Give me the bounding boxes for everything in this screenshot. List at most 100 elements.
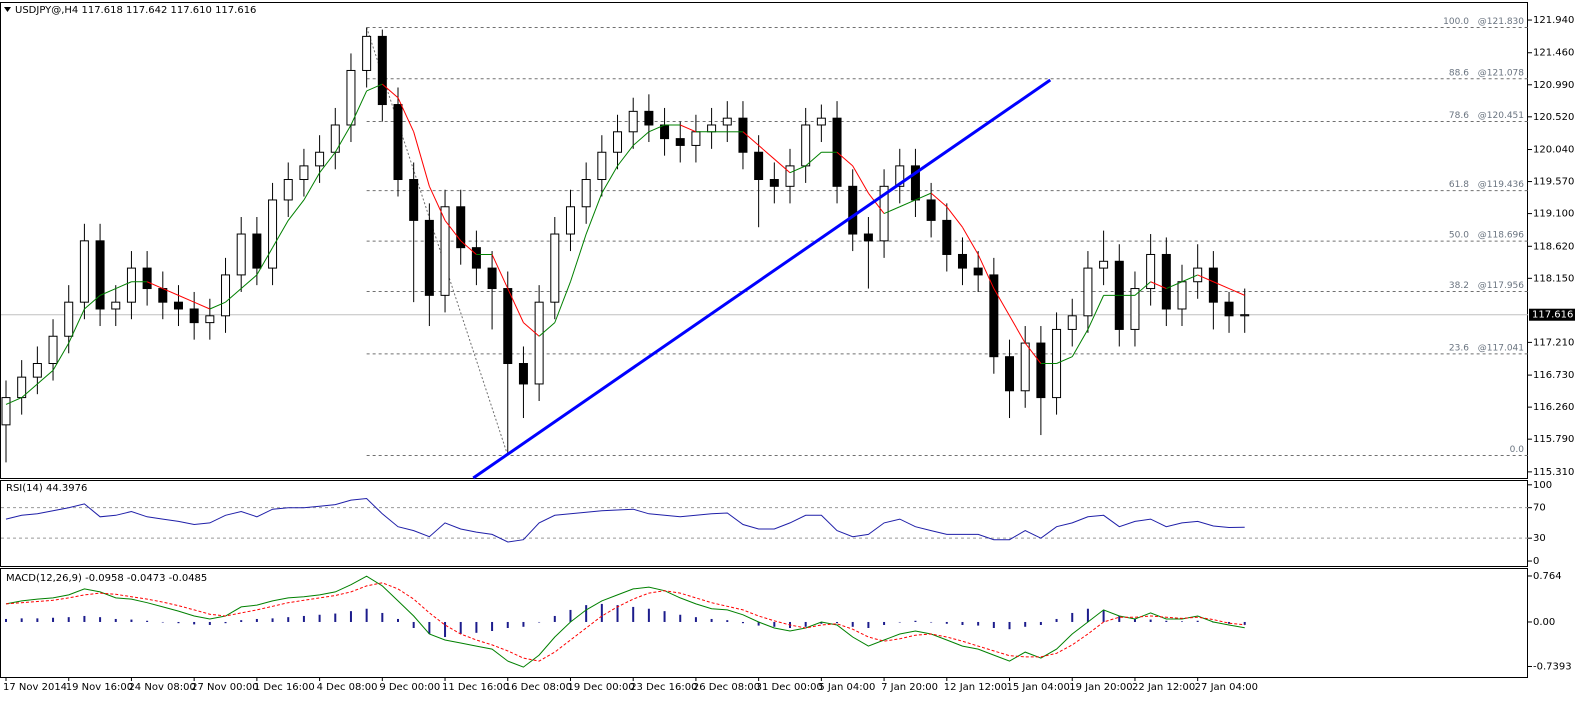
moving-average (915, 192, 932, 201)
candle-body (393, 104, 403, 181)
moving-average (178, 294, 195, 303)
macd-bar (1118, 615, 1121, 622)
macd-bar (977, 621, 980, 626)
macd-bar (820, 621, 823, 624)
macd-bar (1102, 609, 1105, 622)
candle-body (550, 233, 560, 303)
moving-average (319, 151, 336, 173)
moving-average (805, 151, 822, 167)
y-tick-label: 120.040 (1533, 145, 1574, 156)
macd-bar (632, 606, 635, 622)
candle-body (1099, 260, 1109, 269)
moving-average (1213, 281, 1230, 290)
x-tick-label: 19 Jan 20:00 (1069, 682, 1132, 693)
moving-average (287, 199, 305, 221)
fib-label: 100.0 @121.830 (1443, 17, 1524, 27)
x-tick-label: 19 Dec 00:00 (567, 682, 634, 693)
candle-body (377, 35, 387, 106)
y-tick-label: 0.764 (1533, 571, 1562, 582)
candle-body (1161, 253, 1171, 310)
moving-average (648, 124, 665, 133)
rsi-title: RSI(14) 44.3976 (6, 483, 87, 494)
moving-average (460, 240, 477, 255)
macd-bar (459, 621, 462, 635)
x-tick-label: 27 Jan 04:00 (1195, 682, 1258, 693)
y-tick-label: 100 (1533, 480, 1552, 491)
candle-body (1067, 315, 1077, 330)
moving-average (836, 151, 854, 167)
moving-average (350, 90, 368, 126)
candle-body (487, 267, 497, 290)
candle-body (95, 240, 105, 310)
candle-body (660, 124, 670, 140)
candle-body (1224, 301, 1234, 317)
macd-bar (914, 620, 917, 622)
y-tick-label: 118.620 (1533, 241, 1574, 252)
y-tick-label: -0.7393 (1533, 661, 1572, 672)
candle-body (879, 185, 889, 242)
candle-body (424, 219, 434, 296)
candle-body (613, 131, 623, 153)
candle-body (565, 206, 575, 235)
macd-bar (1228, 621, 1231, 624)
trendline (472, 78, 1052, 480)
macd-bar (161, 621, 164, 623)
candle-body (362, 35, 372, 71)
macd-bar (428, 621, 431, 635)
macd-bar (600, 603, 603, 622)
x-tick-label: 26 Dec 08:00 (693, 682, 760, 693)
moving-average (899, 199, 916, 208)
macd-bar (757, 621, 760, 626)
candle-body (48, 335, 58, 365)
macd-bar (961, 621, 964, 625)
price-title: USDJPY@,H4 117.618 117.642 117.610 117.6… (15, 5, 256, 16)
candle-body (299, 165, 309, 181)
moving-average (21, 383, 38, 398)
macd-bar (1055, 618, 1058, 622)
candle-body (863, 233, 873, 242)
candle-body (1240, 314, 1250, 317)
moving-average (84, 294, 101, 310)
moving-average (209, 301, 226, 310)
y-tick-label: 118.150 (1533, 273, 1574, 284)
moving-average (162, 288, 179, 296)
moving-average (993, 288, 1010, 317)
x-tick-label: 19 Nov 16:00 (66, 682, 133, 693)
macd-bar (146, 620, 149, 622)
candle-body (189, 308, 199, 324)
macd-bar (334, 613, 337, 622)
fib-label: 38.2 @117.956 (1449, 281, 1524, 291)
candle-body (1036, 342, 1046, 399)
fib-label: 61.8 @119.436 (1449, 180, 1524, 190)
macd-bar (553, 615, 556, 622)
macd-bar (240, 620, 243, 622)
moving-average (883, 206, 900, 215)
macd-bar (992, 621, 995, 628)
moving-average (868, 192, 885, 214)
macd-bar (1196, 620, 1199, 622)
candle-body (957, 253, 967, 269)
macd-bar (647, 608, 650, 622)
macd-bar (397, 618, 399, 622)
y-tick-label: 121.940 (1533, 15, 1574, 26)
candle-body (409, 179, 419, 221)
y-tick-label: 119.100 (1533, 209, 1574, 220)
moving-average (444, 220, 462, 242)
macd-bar (1243, 621, 1246, 625)
macd-bar (491, 621, 494, 632)
last-price-label: 117.616 (1532, 310, 1573, 321)
moving-average (523, 322, 540, 337)
macd-bar (318, 614, 321, 622)
moving-average (334, 124, 352, 153)
moving-average (962, 226, 979, 255)
macd-bar (224, 621, 227, 624)
x-tick-label: 4 Dec 08:00 (317, 682, 378, 693)
moving-average (272, 220, 289, 248)
candle-body (283, 179, 293, 201)
macd-bar (1149, 619, 1152, 622)
macd-bar (302, 615, 305, 622)
moving-average (977, 254, 995, 289)
x-tick-label: 11 Dec 16:00 (442, 682, 509, 693)
candle-body (597, 151, 607, 181)
macd-panel (0, 568, 1528, 678)
